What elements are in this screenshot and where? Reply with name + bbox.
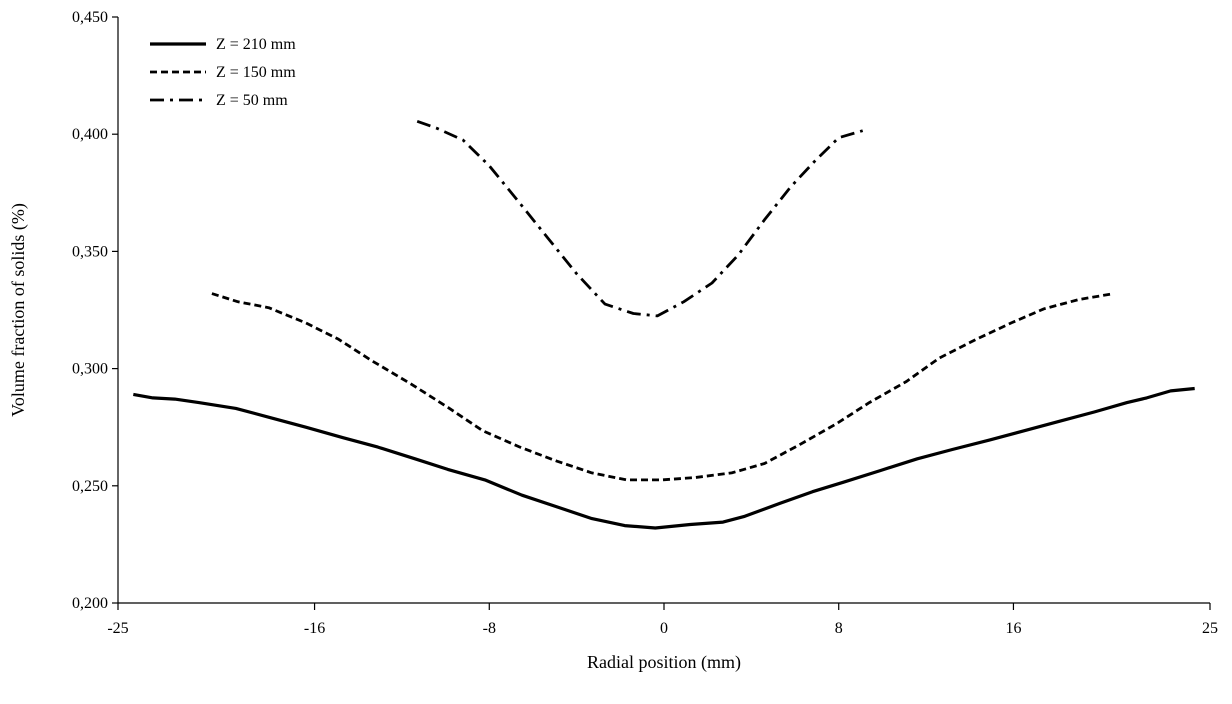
x-tick-label: -16: [304, 620, 325, 637]
y-tick-label: 0,200: [72, 595, 108, 612]
axes: [112, 16, 1211, 610]
y-tick-label: 0,350: [72, 243, 108, 260]
tick-labels: 0,200 0,250 0,300 0,350 0,400 0,450 -25 -16 -8 0 8…: [72, 9, 1218, 637]
x-tick-label: -25: [107, 620, 128, 637]
x-tick-label: 25: [1202, 620, 1218, 637]
y-tick-label: 0,400: [72, 126, 108, 143]
series-line-2: [211, 292, 1115, 482]
x-tick-label: 8: [835, 620, 843, 637]
legend-label-3: Z = 50 mm: [216, 92, 288, 109]
x-tick-label: 0: [660, 620, 668, 637]
x-axis-title: Radial position (mm): [587, 652, 741, 673]
y-axis-title: Volume fraction of solids (%): [8, 203, 29, 417]
y-tick-label: 0,450: [72, 9, 108, 26]
legend: Z = 210 mm Z = 150 mm Z = 50 mm: [150, 36, 296, 109]
legend-label-1: Z = 210 mm: [216, 36, 296, 53]
series-line-3: [416, 119, 864, 318]
y-tick-label: 0,300: [72, 361, 108, 378]
y-tick-label: 0,250: [72, 478, 108, 495]
series-line-1: [133, 386, 1195, 530]
x-tick-label: -8: [483, 620, 496, 637]
series-lines: [133, 119, 1195, 530]
legend-label-2: Z = 150 mm: [216, 64, 296, 81]
x-tick-label: 16: [1005, 620, 1021, 637]
